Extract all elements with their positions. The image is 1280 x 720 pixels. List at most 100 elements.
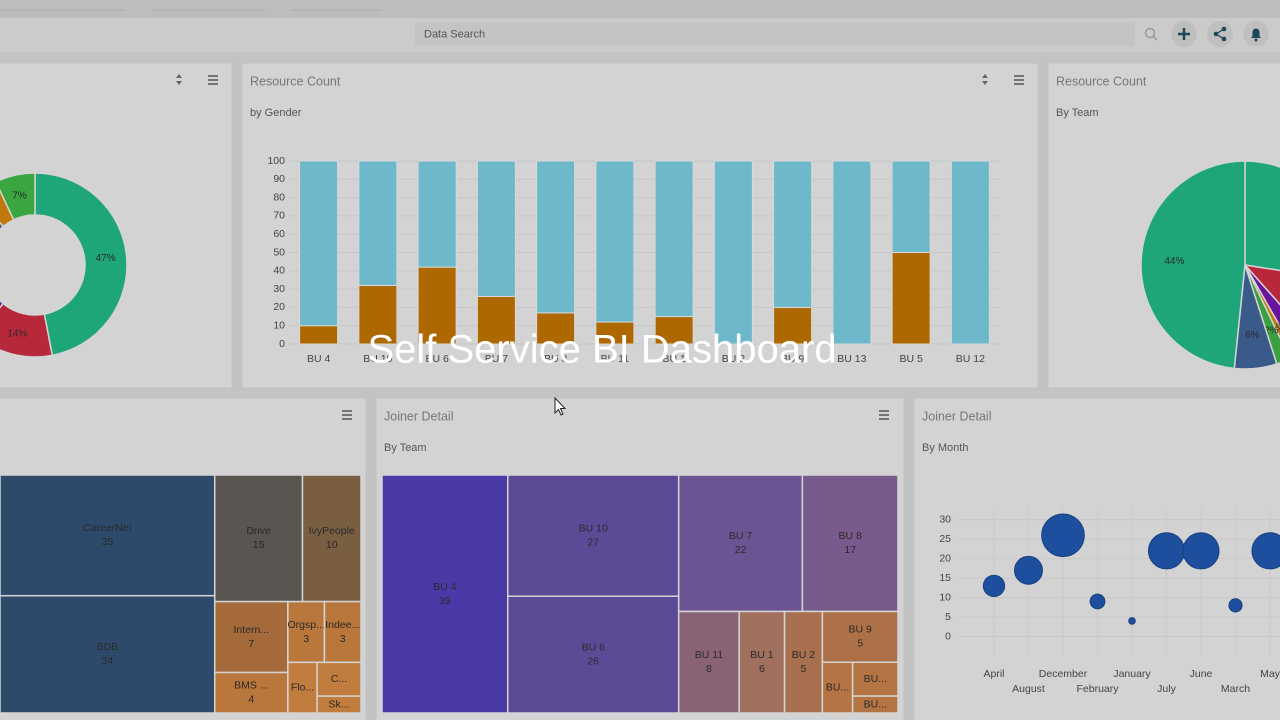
top-strip	[0, 0, 1280, 18]
search-box[interactable]	[415, 22, 1135, 46]
share-button[interactable]	[1207, 21, 1233, 47]
bar-segment	[417, 160, 457, 268]
menu-icon[interactable]	[208, 75, 218, 85]
search-placeholder: Data Search	[424, 28, 485, 40]
bar-segment	[832, 160, 872, 345]
cell-label: Indee...	[325, 619, 360, 631]
treemap-cell	[0, 474, 216, 597]
cell-value: 3	[340, 633, 346, 645]
add-button[interactable]	[1171, 21, 1197, 47]
slice	[1140, 160, 1246, 370]
bubble	[1014, 555, 1043, 585]
x-tick-label: July	[1157, 683, 1176, 695]
cell-value: 6	[759, 663, 765, 675]
cell-value: 27	[587, 536, 599, 548]
y-tick-label: 25	[939, 533, 951, 545]
panel-title: Joiner Detail	[922, 409, 991, 423]
y-tick-label: 50	[273, 246, 285, 258]
cell-value: 5	[857, 638, 863, 650]
cell-value: 17	[844, 544, 856, 556]
cell-value: 5	[801, 663, 807, 675]
data-label: 14%	[7, 328, 27, 339]
treemap-cell	[677, 610, 740, 714]
data-label: 47%	[96, 253, 116, 264]
treemap-cell	[323, 600, 362, 664]
y-tick-label: 70	[273, 210, 285, 222]
panel-subtitle: By Team	[1056, 107, 1099, 119]
x-tick-label: BU 6	[425, 353, 449, 365]
treemap-cell	[851, 661, 899, 697]
bubble	[1147, 532, 1186, 570]
x-tick-label: BU 10	[363, 353, 392, 365]
panel-title: Resource Count	[250, 74, 341, 88]
y-tick-label: 10	[273, 319, 285, 331]
bubble	[1182, 532, 1220, 570]
y-tick-label: 0	[279, 338, 285, 350]
bar-segment	[713, 160, 753, 345]
panel-subtitle: By Team	[384, 442, 427, 454]
menu-icon[interactable]	[1014, 75, 1024, 85]
x-tick-label: BU 8	[544, 353, 568, 365]
search-icon[interactable]	[1144, 27, 1158, 41]
slice	[0, 299, 5, 309]
treemap-cell	[851, 695, 899, 714]
slice	[1244, 160, 1280, 272]
cell-label: BU 2	[792, 649, 816, 661]
bar-segment	[891, 160, 931, 253]
treemap-cell	[381, 474, 509, 714]
bubble	[982, 574, 1006, 598]
y-tick-label: 5	[945, 611, 951, 623]
cell-label: Flo...	[291, 681, 314, 693]
sort-icon[interactable]	[176, 74, 182, 85]
treemap-cell	[821, 610, 899, 663]
y-tick-label: 20	[939, 552, 951, 564]
slice	[0, 172, 36, 221]
cell-label: BU 11	[695, 649, 724, 661]
panel-title: Joiner Detail	[384, 409, 453, 423]
cell-value: 34	[102, 655, 114, 667]
bar-segment	[299, 160, 339, 327]
cell-label: C...	[331, 673, 347, 685]
bar-segment	[654, 160, 694, 318]
notification-button[interactable]	[1243, 21, 1269, 47]
bar-segment	[891, 252, 931, 345]
cell-label: BU 9	[849, 624, 873, 636]
y-tick-label: 20	[273, 301, 285, 313]
bar-segment	[773, 306, 813, 345]
x-tick-label: May	[1260, 668, 1280, 680]
x-tick-label: BU 11	[601, 353, 630, 365]
menu-icon[interactable]	[342, 410, 352, 420]
slice	[1243, 263, 1280, 306]
cell-value: 3	[303, 633, 309, 645]
cell-label: BU 6	[582, 641, 606, 653]
y-tick-label: 30	[939, 513, 951, 525]
y-tick-label: 90	[273, 173, 285, 185]
cell-label: BU 10	[579, 522, 608, 534]
cell-label: Drive	[246, 525, 271, 537]
cell-value: 10	[326, 539, 338, 551]
mouse-cursor	[554, 396, 567, 416]
y-tick-label: 60	[273, 228, 285, 240]
cell-label: BU...	[826, 681, 849, 693]
cell-value: 8	[706, 663, 712, 675]
x-tick-label: BU 1	[662, 353, 686, 365]
bubble	[1128, 617, 1136, 625]
x-tick-label: April	[983, 668, 1004, 680]
x-tick-label: BU 12	[956, 353, 985, 365]
x-tick-label: December	[1039, 668, 1088, 680]
bubble	[1089, 593, 1106, 610]
cell-value: 39	[439, 595, 451, 607]
treemap-cell	[0, 594, 216, 714]
bar-segment	[654, 316, 694, 345]
sort-icon[interactable]	[982, 74, 988, 85]
x-tick-label: March	[1221, 683, 1250, 695]
panel-subtitle: By Month	[922, 442, 968, 454]
treemap-cell	[783, 610, 824, 714]
treemap-cell	[213, 671, 289, 714]
menu-icon[interactable]	[879, 410, 889, 420]
cell-label: Intern...	[233, 624, 269, 636]
cell-value: 4	[248, 694, 254, 706]
bar-segment	[773, 160, 813, 308]
